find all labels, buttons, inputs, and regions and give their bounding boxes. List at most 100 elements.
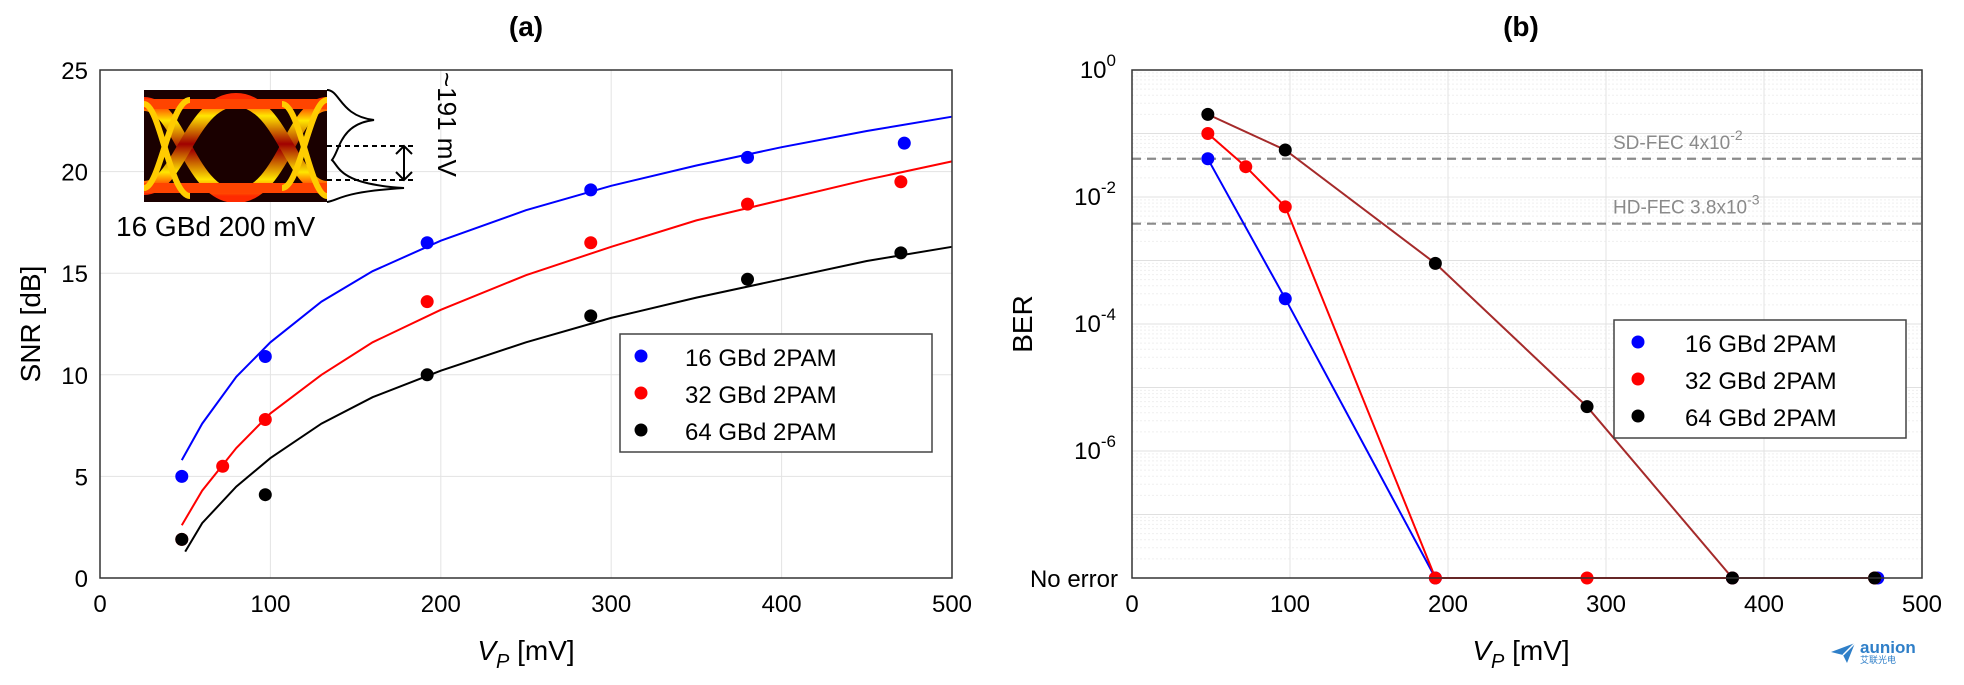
y-tick-label: 10-6 [1074, 432, 1116, 465]
eye-trace [280, 97, 327, 191]
data-point [258, 488, 272, 502]
y-tick-label: 10-2 [1074, 178, 1116, 211]
y-tick-label: 10-4 [1074, 305, 1116, 338]
data-point [258, 350, 272, 364]
fec-threshold-label: HD-FEC 3.8x10-3 [1613, 192, 1760, 219]
data-point [741, 197, 755, 211]
data-point [584, 236, 598, 250]
legend-marker [1631, 335, 1645, 349]
data-point [897, 136, 911, 150]
watermark-text: aunion [1860, 638, 1916, 657]
axis-ticks: 0 100 200 300 400 500 0 5 10 15 20 25 [61, 58, 972, 618]
data-point [584, 183, 598, 197]
x-tick-label: 500 [1902, 591, 1942, 618]
fit-curve [180, 160, 953, 526]
data-point [258, 413, 272, 427]
data-point [1201, 152, 1215, 166]
panel-label: (b) [1503, 11, 1539, 42]
x-tick-label: 100 [250, 591, 290, 618]
legend-box [1613, 319, 1907, 439]
x-tick-label: 400 [762, 591, 802, 618]
data-point [894, 246, 908, 260]
x-tick-label: 500 [932, 591, 972, 618]
axis-ticks: 0 100 200 300 400 500 100 10-2 10-4 10-6 No error [1030, 51, 1942, 618]
legend-marker [1631, 372, 1645, 386]
paper-plane-icon [1831, 642, 1856, 663]
no-error-label: No error [1030, 566, 1118, 593]
legend-label: 64 GBd 2PAM [1685, 405, 1837, 432]
legend-box [619, 333, 933, 453]
y-tick-label: 10 [61, 363, 88, 390]
x-tick-label: 200 [421, 591, 461, 618]
x-axis-label: VP [mV] [477, 635, 574, 673]
x-tick-label: 0 [1125, 591, 1138, 618]
data-point [420, 236, 434, 250]
fec-thresholds: SD-FEC 4x10-2 HD-FEC 3.8x10-3 [1132, 127, 1922, 225]
legend-marker [634, 386, 648, 400]
data-point [1201, 127, 1215, 140]
fec-threshold-label: SD-FEC 4x10-2 [1613, 127, 1743, 154]
y-tick-label: 25 [61, 58, 88, 85]
data-point [584, 309, 598, 323]
x-tick-label: 200 [1428, 591, 1468, 618]
y-tick-label: 0 [75, 566, 88, 593]
y-tick-label: 100 [1080, 51, 1116, 84]
x-tick-label: 400 [1744, 591, 1784, 618]
data-points [175, 136, 911, 546]
data-point [1239, 160, 1253, 174]
data-point [175, 469, 189, 483]
arrow-head-up [395, 144, 413, 155]
legend-label: 32 GBd 2PAM [1685, 368, 1837, 395]
data-point [741, 272, 755, 286]
legend: 16 GBd 2PAM 32 GBd 2PAM 64 GBd 2PAM [619, 333, 933, 453]
data-point [1580, 400, 1594, 414]
legend-label: 32 GBd 2PAM [685, 382, 837, 409]
plot-frame [99, 69, 953, 579]
inset-caption: 16 GBd 200 mV [116, 211, 316, 242]
x-tick-label: 300 [591, 591, 631, 618]
x-tick-label: 0 [93, 591, 106, 618]
data-point [216, 459, 230, 473]
watermark-subtext: 艾联光电 [1860, 656, 1897, 666]
x-axis-label: VP [mV] [1472, 635, 1569, 673]
legend-label: 64 GBd 2PAM [685, 419, 837, 446]
data-point [1201, 107, 1215, 121]
panel-label: (a) [509, 11, 543, 42]
fit-curves [180, 115, 953, 553]
eye-diagram-inset: ~191 mV 16 GBd 200 mV [116, 72, 462, 242]
y-axis-label: SNR [dB] [15, 266, 46, 383]
legend-marker [634, 423, 648, 437]
y-axis-label: BER [1007, 295, 1038, 353]
data-point [1428, 256, 1442, 270]
eye-height-label: ~191 mV [432, 72, 462, 177]
eye-traces [144, 92, 327, 202]
data-point [894, 175, 908, 189]
legend-label: 16 GBd 2PAM [1685, 331, 1837, 358]
legend-label: 16 GBd 2PAM [685, 345, 837, 372]
x-tick-label: 100 [1270, 591, 1310, 618]
data-point [420, 368, 434, 382]
legend-marker [634, 349, 648, 363]
data-point [420, 295, 434, 309]
fit-curve [184, 245, 953, 553]
ber-chart: (b) 0 100 200 300 400 500 100 10-2 10-4 10-6 No er… [1007, 11, 1942, 673]
watermark-logo: aunion 艾联光电 [1830, 638, 1916, 666]
data-point [175, 532, 189, 546]
y-tick-label: 15 [61, 261, 88, 288]
legend-marker [1631, 409, 1645, 423]
eye-trace [144, 97, 191, 191]
data-point [1278, 143, 1292, 157]
x-tick-label: 300 [1586, 591, 1626, 618]
y-tick-label: 5 [75, 464, 88, 491]
legend: 16 GBd 2PAM 32 GBd 2PAM 64 GBd 2PAM [1613, 319, 1907, 439]
plot-frame [1131, 69, 1923, 579]
y-tick-label: 20 [61, 160, 88, 187]
data-point [741, 150, 755, 164]
arrow-head-down [395, 171, 413, 182]
data-point [1278, 200, 1292, 214]
histogram-curve [326, 89, 405, 203]
data-point [1278, 292, 1292, 306]
fit-curve [180, 115, 953, 461]
